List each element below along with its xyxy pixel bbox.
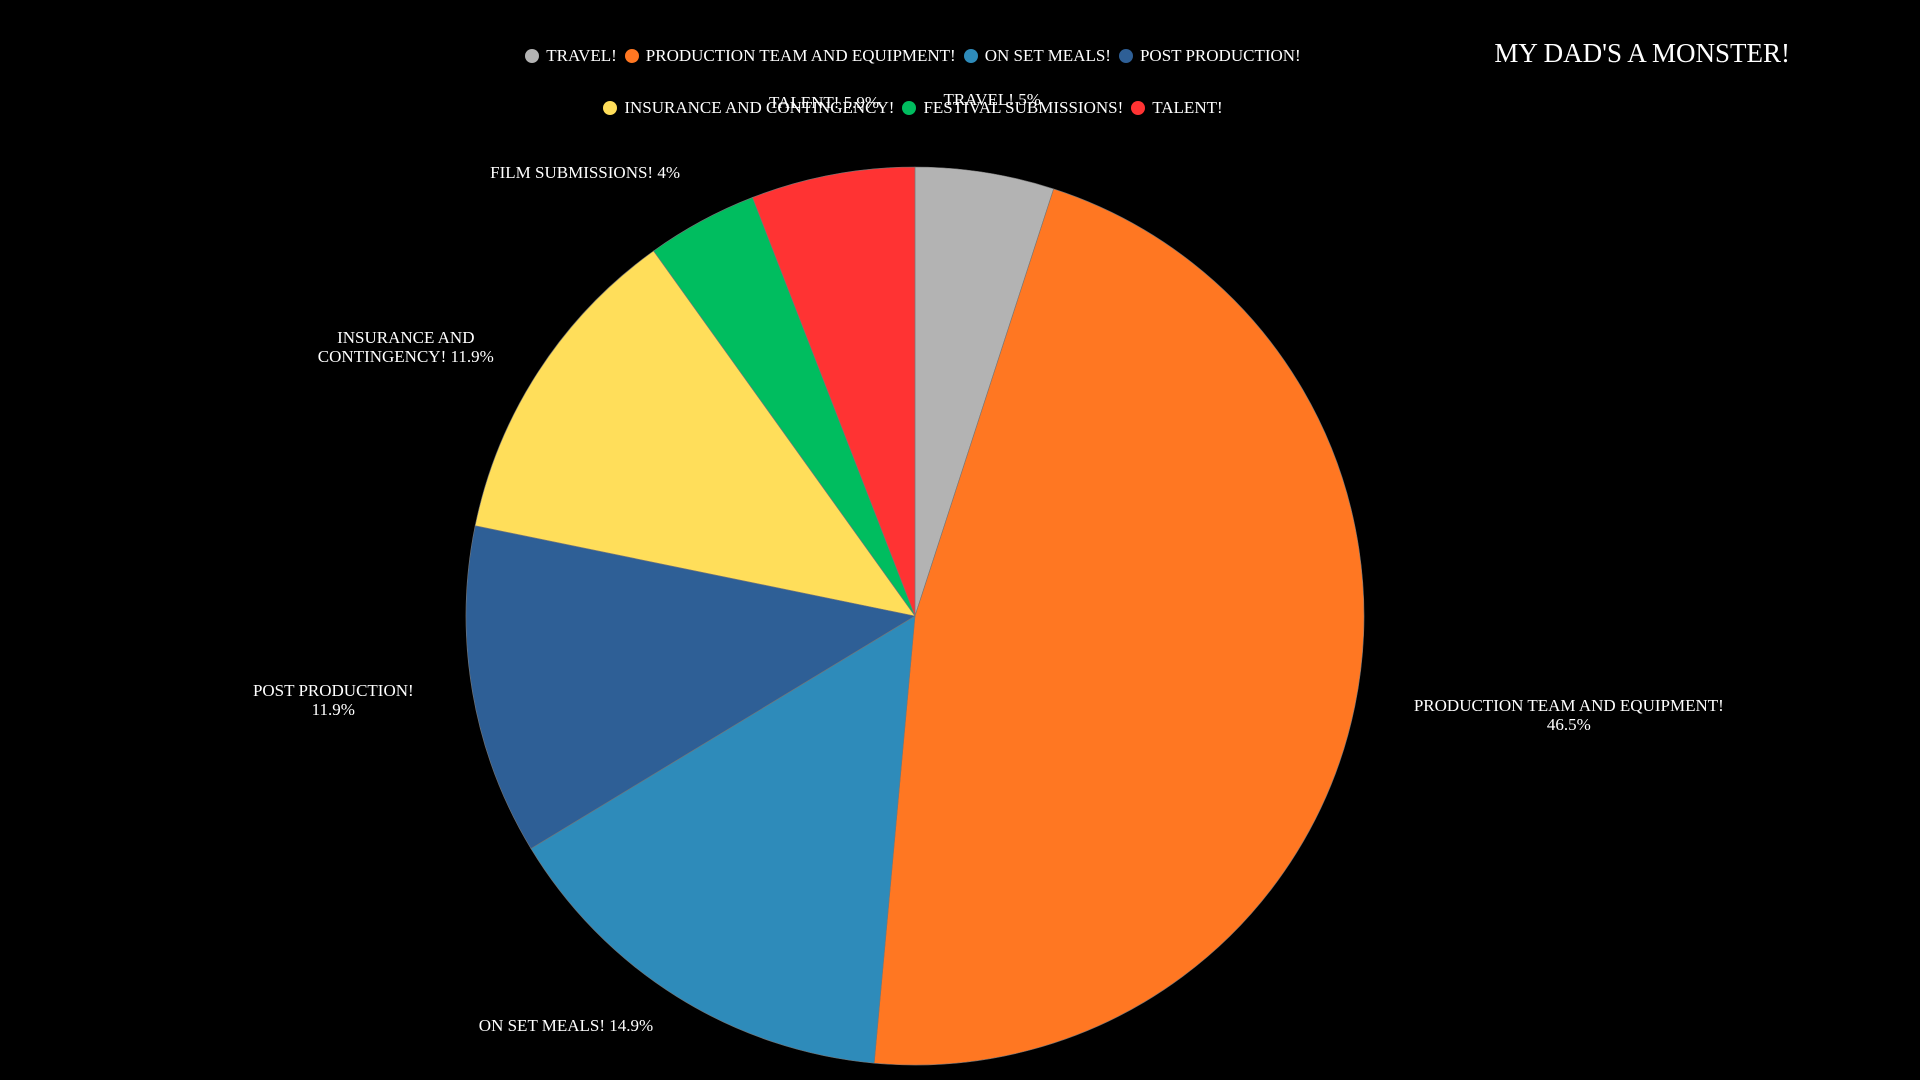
- data-label-name: INSURANCE AND CONTINGENCY!: [317, 328, 475, 367]
- legend-label: INSURANCE AND CONTINGENCY!: [624, 98, 895, 117]
- legend-label: TALENT!: [1152, 98, 1223, 117]
- legend-label: ON SET MEALS!: [984, 46, 1111, 65]
- chart-title: MY DAD'S A MONSTER!: [1494, 38, 1790, 68]
- legend: TRAVEL! PRODUCTION TEAM AND EQUIPMENT! ON …: [463, 46, 1363, 118]
- legend-marker: [1118, 49, 1133, 63]
- data-label-value: 4%: [657, 162, 681, 182]
- pie-slice: [465, 525, 916, 849]
- data-label: TRAVEL! 5%: [943, 90, 1040, 109]
- legend-item: INSURANCE AND CONTINGENCY!: [603, 98, 894, 118]
- legend-label: PRODUCTION TEAM AND EQUIPMENT!: [645, 46, 956, 65]
- pie-slice: [474, 250, 916, 617]
- data-label-name: TRAVEL!: [943, 90, 1014, 110]
- pie-slice: [752, 166, 916, 617]
- legend-item: TRAVEL!: [525, 46, 617, 66]
- legend-marker: [603, 101, 618, 115]
- legend-item: TALENT!: [1131, 98, 1223, 118]
- legend-item: POST PRODUCTION!: [1118, 46, 1301, 66]
- legend-item: PRODUCTION TEAM AND EQUIPMENT!: [624, 46, 956, 66]
- data-label-name: ON SET MEALS!: [478, 1015, 606, 1035]
- legend-item: FESTIVAL SUBMISSIONS!: [902, 98, 1123, 118]
- data-label-name: TALENT!: [769, 92, 840, 112]
- data-label-name: POST PRODUCTION!: [252, 681, 414, 701]
- data-label: ON SET MEALS! 14.9%: [479, 1016, 653, 1035]
- pie-slice: [873, 188, 1365, 1066]
- data-label-value: 5%: [1018, 90, 1041, 110]
- data-label: TALENT! 5.9%: [769, 93, 879, 112]
- legend-marker: [525, 49, 540, 63]
- legend-marker: [1131, 101, 1146, 115]
- legend-label: FESTIVAL SUBMISSIONS!: [923, 98, 1124, 117]
- legend-marker: [963, 49, 978, 63]
- data-label: INSURANCE AND CONTINGENCY! 11.9%: [311, 328, 501, 366]
- data-label: FILM SUBMISSIONS! 4%: [490, 163, 680, 182]
- data-label-value: 11.9%: [450, 347, 494, 367]
- data-label-value: 46.5%: [1546, 715, 1591, 735]
- data-label-name: FILM SUBMISSIONS!: [490, 162, 654, 182]
- legend-label: POST PRODUCTION!: [1139, 46, 1301, 65]
- data-label-name: PRODUCTION TEAM AND EQUIPMENT!: [1413, 696, 1724, 716]
- pie-slice: [530, 615, 916, 1064]
- data-label-value: 5.9%: [843, 92, 880, 112]
- legend-item: ON SET MEALS!: [963, 46, 1111, 66]
- data-label: PRODUCTION TEAM AND EQUIPMENT! 46.5%: [1399, 696, 1739, 734]
- data-label-value: 14.9%: [609, 1015, 654, 1035]
- legend-marker: [624, 49, 639, 63]
- legend-label: TRAVEL!: [546, 46, 617, 65]
- data-label: POST PRODUCTION! 11.9%: [238, 681, 428, 719]
- legend-marker: [902, 101, 917, 115]
- data-label-value: 11.9%: [311, 700, 355, 720]
